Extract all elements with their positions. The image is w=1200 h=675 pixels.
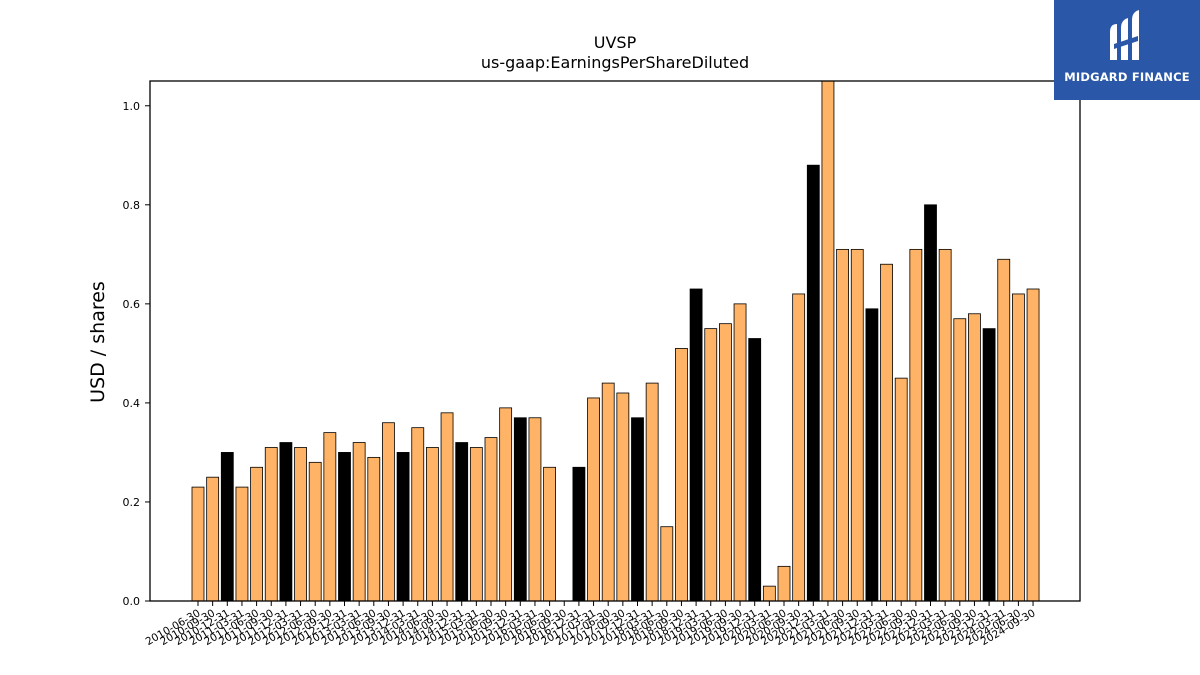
bar bbox=[806, 164, 820, 602]
y-tick-label: 0.8 bbox=[123, 199, 141, 212]
bar bbox=[235, 486, 249, 602]
bar bbox=[675, 348, 688, 602]
chart-subtitle: us-gaap:EarningsPerShareDiluted bbox=[481, 53, 749, 72]
plot-frame bbox=[149, 80, 1081, 602]
bar bbox=[352, 442, 366, 602]
bar bbox=[938, 248, 952, 602]
bar bbox=[367, 456, 381, 602]
bar bbox=[587, 397, 600, 602]
bar bbox=[719, 323, 732, 602]
chart-title: UVSP bbox=[594, 33, 637, 52]
bar bbox=[1012, 293, 1025, 602]
bar bbox=[836, 248, 849, 602]
bar bbox=[997, 258, 1011, 602]
bar bbox=[909, 248, 923, 602]
y-tick-label: 1.0 bbox=[123, 100, 141, 113]
bar bbox=[645, 382, 659, 602]
bar bbox=[294, 447, 307, 602]
bar bbox=[528, 417, 542, 602]
bar bbox=[572, 466, 586, 602]
y-tick-label: 0.0 bbox=[123, 595, 141, 608]
bar bbox=[484, 437, 498, 602]
bar bbox=[191, 486, 205, 602]
bar bbox=[338, 452, 351, 602]
bar bbox=[733, 303, 747, 602]
y-tick-label: 0.2 bbox=[123, 496, 141, 509]
y-axis-label: USD / shares bbox=[87, 281, 109, 403]
logo-mark-icon bbox=[1110, 10, 1139, 60]
bar bbox=[499, 407, 513, 602]
bar bbox=[455, 442, 469, 602]
y-tick-label: 0.6 bbox=[123, 298, 141, 311]
bar bbox=[777, 565, 791, 602]
bar bbox=[1026, 288, 1040, 602]
midgard-finance-logo: MIDGARD FINANCE bbox=[1054, 0, 1200, 100]
bar bbox=[748, 338, 762, 602]
y-tick-label: 0.4 bbox=[123, 397, 141, 410]
bar bbox=[762, 585, 776, 602]
bar bbox=[689, 288, 703, 602]
bars-group bbox=[191, 80, 1040, 602]
bar bbox=[631, 417, 644, 602]
bar bbox=[982, 328, 996, 602]
bar bbox=[279, 442, 293, 602]
bar bbox=[968, 313, 981, 602]
bar bbox=[469, 447, 483, 602]
bar bbox=[513, 417, 527, 602]
bar bbox=[880, 263, 893, 602]
bar bbox=[792, 293, 806, 602]
bar bbox=[206, 476, 220, 602]
logo-text: MIDGARD FINANCE bbox=[1064, 70, 1190, 84]
bar bbox=[308, 461, 322, 602]
y-axis: 0.0 0.2 0.4 0.6 0.8 1.0 bbox=[123, 100, 150, 608]
bar bbox=[865, 308, 879, 602]
bar bbox=[850, 248, 864, 602]
bar bbox=[894, 377, 908, 602]
bar bbox=[425, 447, 439, 602]
bar bbox=[440, 412, 454, 602]
bar bbox=[411, 427, 425, 602]
bar bbox=[616, 392, 630, 602]
x-axis: 2010-06-302010-09-302010-12-312011-03-31… bbox=[144, 601, 1038, 648]
bar bbox=[821, 80, 835, 602]
bar bbox=[543, 466, 556, 602]
bar bbox=[601, 382, 615, 602]
bar bbox=[382, 422, 395, 602]
bar bbox=[953, 318, 967, 602]
bar bbox=[250, 466, 264, 602]
bar bbox=[396, 452, 410, 602]
bar bbox=[323, 432, 337, 602]
bar bbox=[660, 526, 674, 602]
bar bbox=[220, 452, 234, 602]
bar bbox=[704, 328, 718, 602]
bar bbox=[264, 447, 278, 602]
bar bbox=[924, 204, 937, 602]
